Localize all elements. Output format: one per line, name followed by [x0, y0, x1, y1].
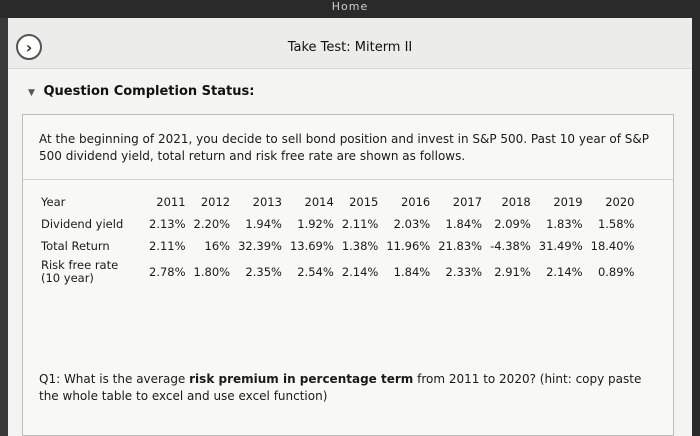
table-cell: 2.20%: [193, 217, 231, 231]
table-cell: -4.38%: [490, 239, 531, 253]
chevron-down-icon[interactable]: ▼: [28, 88, 35, 98]
question-box: At the beginning of 2021, you decide to …: [22, 114, 674, 436]
table-cell: 2.35%: [245, 265, 282, 279]
table-cell: 2.54%: [297, 265, 334, 279]
table-cell: 2.13%: [149, 217, 186, 231]
row-label: Risk free rate (10 year): [41, 258, 119, 285]
browser-top-bar: Home: [0, 0, 700, 18]
year-cell: 2011: [156, 195, 186, 209]
table-row: Dividend yield 2.13% 2.20% 1.94% 1.92% 2…: [37, 213, 638, 235]
table-cell: 11.96%: [386, 239, 431, 253]
question-intro: At the beginning of 2021, you decide to …: [39, 132, 650, 163]
page-title: Take Test: Miterm II: [287, 40, 413, 55]
table-header-row: Year 2011 2012 2013 2014 2015 2016 2017 …: [37, 191, 638, 213]
year-cell: 2017: [452, 195, 483, 209]
table-cell: 31.49%: [538, 239, 583, 253]
table-cell: 21.83%: [438, 239, 483, 253]
table-cell: 2.11%: [149, 239, 186, 253]
table-header-label: Year: [41, 195, 66, 209]
year-cell: 2019: [553, 195, 583, 209]
table-cell: 32.39%: [238, 239, 282, 253]
year-cell: 2012: [200, 195, 231, 209]
test-header: › Take Test: Miterm II: [8, 18, 692, 69]
data-table: Year 2011 2012 2013 2014 2015 2016 2017 …: [37, 191, 638, 287]
left-edge: [0, 18, 8, 436]
table-cell: 1.80%: [193, 265, 231, 279]
year-cell: 2016: [400, 195, 431, 209]
table-cell: 1.84%: [393, 265, 431, 279]
q1-suffix: from 2011 to 2020? (hint: copy paste the…: [39, 372, 642, 403]
table-cell: 1.58%: [597, 217, 635, 231]
table-cell: 2.14%: [546, 265, 583, 279]
divider: [23, 179, 673, 180]
question-1-text: Q1: What is the average risk premium in …: [39, 371, 659, 405]
table-cell: 2.78%: [149, 265, 186, 279]
table-cell: 2.14%: [341, 265, 379, 279]
table-cell: 2.91%: [494, 265, 531, 279]
table-cell: 0.89%: [597, 265, 635, 279]
year-cell: 2018: [501, 195, 531, 209]
table-cell: 2.03%: [393, 217, 431, 231]
table-row: Risk free rate (10 year) 2.78% 1.80% 2.3…: [37, 257, 638, 287]
table-cell: 2.09%: [494, 217, 531, 231]
question-completion-status[interactable]: ▼ Question Completion Status:: [28, 84, 254, 99]
right-edge: [692, 18, 700, 436]
row-label: Total Return: [41, 239, 110, 253]
table-cell: 1.38%: [341, 239, 379, 253]
table-row: Total Return 2.11% 16% 32.39% 13.69% 1.3…: [37, 235, 638, 257]
table-cell: 1.94%: [245, 217, 282, 231]
row-label: Dividend yield: [41, 217, 124, 231]
year-cell: 2015: [349, 195, 379, 209]
table-cell: 16%: [204, 239, 231, 253]
chevron-right-icon[interactable]: ›: [16, 34, 42, 60]
top-bar-text: Home: [331, 0, 369, 13]
year-cell: 2013: [252, 195, 282, 209]
table-cell: 1.84%: [445, 217, 483, 231]
table-cell: 2.11%: [341, 217, 379, 231]
table-cell: 2.33%: [445, 265, 483, 279]
status-label: Question Completion Status:: [43, 84, 255, 99]
q1-emphasis: risk premium in percentage term: [189, 372, 414, 386]
test-page: › Take Test: Miterm II ▼ Question Comple…: [8, 18, 692, 436]
table-cell: 1.92%: [297, 217, 334, 231]
table-cell: 18.40%: [590, 239, 635, 253]
table-cell: 1.83%: [546, 217, 583, 231]
q1-prefix: Q1: What is the average: [39, 372, 190, 386]
table-cell: 13.69%: [289, 239, 334, 253]
year-cell: 2020: [605, 195, 635, 209]
year-cell: 2014: [304, 195, 334, 209]
